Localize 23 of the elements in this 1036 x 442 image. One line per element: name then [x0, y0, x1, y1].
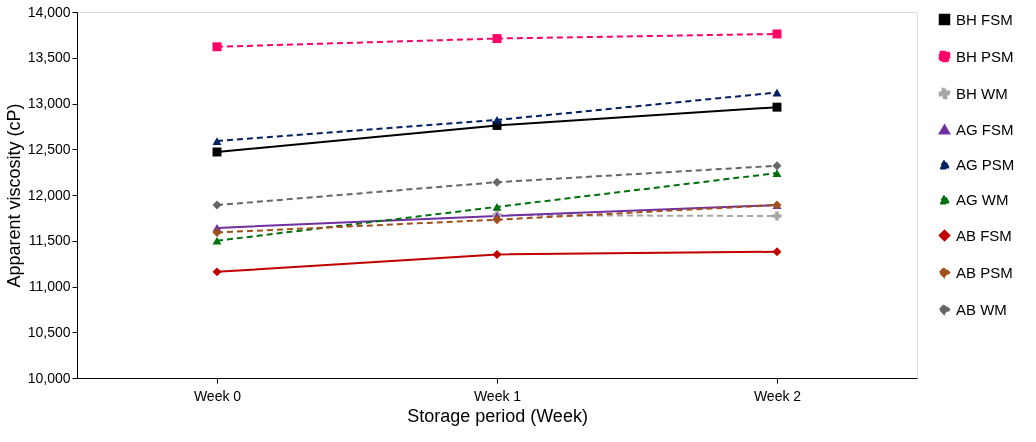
legend-label: AB PSM: [956, 263, 1013, 281]
y-tick-label: 10,500: [27, 323, 71, 340]
y-axis-title: Apparent viscosity (cP): [3, 103, 24, 288]
y-tick-label: 11,500: [28, 232, 71, 249]
y-tick-label: 13,000: [27, 95, 71, 111]
x-tick-label: Week 0: [193, 387, 242, 404]
legend-label: BH WM: [956, 84, 1008, 102]
y-tick-label: 14,000: [27, 3, 71, 20]
legend-label: AG PSM: [956, 155, 1015, 173]
x-axis-title: Storage period (Week): [407, 405, 588, 426]
legend-label: AG FSM: [956, 120, 1014, 138]
legend-label: BH FSM: [956, 10, 1013, 28]
y-tick-label: 10,000: [27, 369, 71, 386]
y-tick-label: 12,500: [27, 140, 71, 157]
x-tick-label: Week 2: [753, 387, 802, 404]
legend-label: AG WM: [956, 190, 1009, 208]
legend-label: AB FSM: [956, 226, 1012, 244]
x-tick-label: Week 1: [473, 387, 522, 404]
legend-label: BH PSM: [956, 47, 1014, 65]
y-tick-label: 12,000: [27, 186, 71, 203]
legend-label: AB WM: [956, 300, 1007, 318]
y-tick-label: 13,500: [27, 49, 71, 66]
y-tick-label: 11,000: [28, 278, 71, 294]
